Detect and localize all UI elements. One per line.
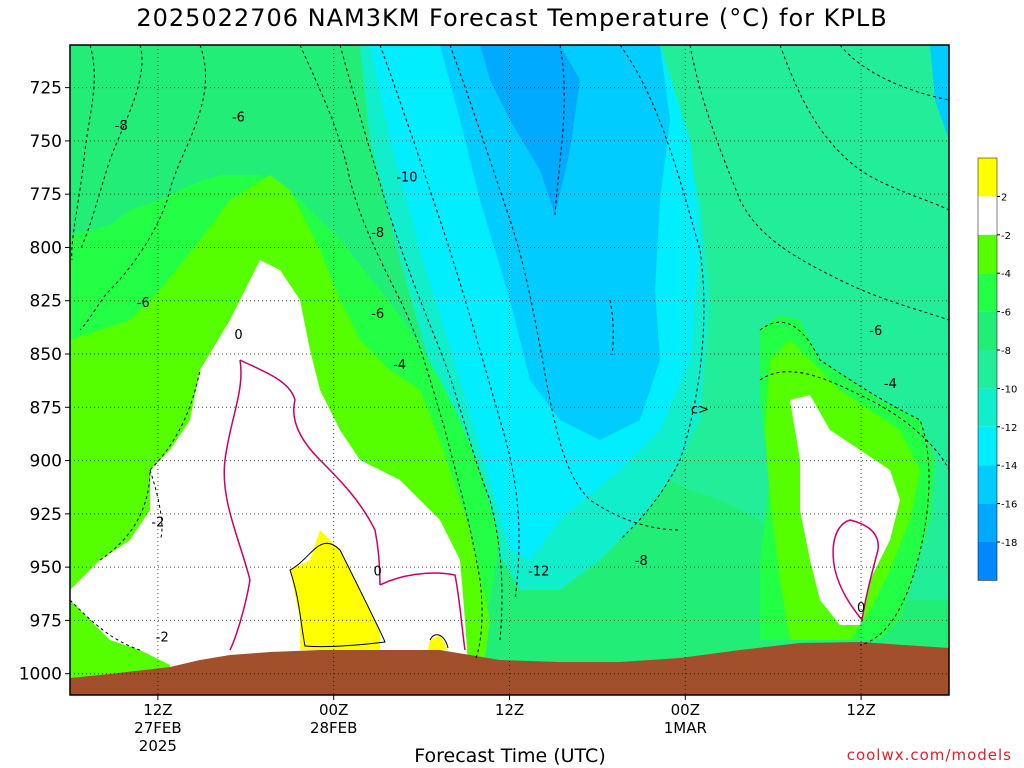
colorbar-label: -16 [1001,500,1017,511]
contour-label: -8 [635,554,648,569]
colorbar-swatch [978,234,997,274]
contour-label: -6 [137,296,150,311]
contour-label: 0 [374,565,382,580]
x-tick-label: 12Z [495,701,524,719]
colorbar-swatch [978,158,997,197]
x-tick-label: 12Z [846,701,875,719]
contour-label: 0 [234,328,242,343]
contour-label: -4 [393,358,406,373]
contour-label: -2 [151,516,164,531]
colorbar-label: -18 [1001,538,1017,549]
colorbar-label: -4 [1001,269,1011,280]
colorbar-swatch [978,426,997,466]
colorbar-swatch [978,273,997,312]
contour-label: -6 [232,111,245,126]
contour-label: -8 [115,119,128,134]
colorbar-label: -2 [1001,231,1011,242]
colorbar-label: -6 [1001,308,1011,319]
y-tick-label: 800 [30,238,62,258]
contour-label: -12 [528,565,549,580]
y-tick-label: 750 [30,132,62,152]
x-tick-date: 28FEB [310,719,357,737]
x-tick-label: 12Z [143,701,172,719]
y-axis: 725 750 775 800 825 850 875 900 925 950 975 1000 [19,79,70,685]
y-tick-label: 825 [30,292,62,312]
contour-label: -10 [396,170,417,185]
contour-label: c> [691,403,709,418]
y-tick-label: 950 [30,558,62,578]
colorbar-swatch [978,503,997,542]
colorbar-frame [977,157,998,581]
colorbar: 2 -2 -4 -6 -8 -10 -12 -14 -16 -18 [977,157,1017,581]
colorbar-label: 2 [1001,192,1007,203]
colorbar-swatch [978,311,997,350]
contour-label: 0 [857,601,865,616]
y-tick-label: 725 [30,79,62,99]
x-tick-date: 1MAR [664,719,707,737]
contour-label: -6 [371,307,384,322]
colorbar-swatch [978,465,997,504]
colorbar-swatch [978,196,997,235]
contour-labels: -8 -6 -10 -8 -6 -6 0 -4 -2 0 -12 -8 -2 -6 -4 0 c> [115,111,897,646]
contour-label: -2 [156,631,169,646]
x-tick-year: 2025 [139,737,177,755]
credit-link[interactable]: coolwx.com/models [846,746,1012,764]
y-tick-label: 775 [30,185,62,205]
y-tick-label: 1000 [19,665,62,685]
y-tick-label: 875 [30,398,62,418]
y-tick-label: 975 [30,611,62,631]
x-tick-label: 00Z [671,701,700,719]
colorbar-swatch [978,388,997,427]
y-tick-label: 925 [30,505,62,525]
colorbar-swatch [978,350,997,389]
y-tick-label: 850 [30,345,62,365]
colorbar-label: -10 [1001,384,1017,395]
x-axis-title: Forecast Time (UTC) [414,745,606,767]
colorbar-label: -14 [1001,461,1017,472]
colorbar-swatch [978,542,997,581]
y-tick-label: 900 [30,452,62,472]
grid-lines [70,45,949,695]
x-tick-label: 00Z [319,701,348,719]
contour-label: -8 [371,226,384,241]
colorbar-label: -12 [1001,423,1017,434]
contour-label: -4 [884,377,897,392]
chart-title: 2025022706 NAM3KM Forecast Temperature (… [136,4,888,32]
contour-label: -6 [869,324,882,339]
colorbar-label: -8 [1001,346,1011,357]
x-tick-date: 27FEB [134,719,181,737]
